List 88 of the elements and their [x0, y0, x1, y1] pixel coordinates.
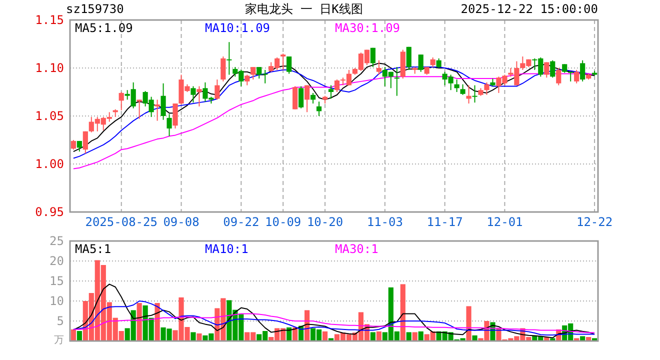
x-tick-label: 10-09 [265, 215, 302, 229]
x-tick-label: 11-17 [426, 215, 463, 229]
candlestick [280, 53, 286, 70]
candlestick [166, 114, 172, 137]
candlestick [226, 42, 232, 76]
candlestick [406, 46, 412, 70]
candlestick [154, 99, 160, 122]
x-tick-label: 12-01 [486, 215, 523, 229]
bar [136, 303, 142, 341]
y-tick-label: 20 [50, 254, 64, 268]
y-tick-label: 1.10 [35, 61, 64, 76]
candlestick [136, 99, 142, 120]
bar [400, 284, 406, 341]
bar [196, 333, 202, 341]
candlestick [220, 56, 226, 82]
x-tick-label: 09-22 [223, 215, 260, 229]
candlestick [172, 103, 178, 129]
candlestick [190, 86, 196, 104]
candlestick [244, 74, 250, 86]
y-tick-label: 10 [50, 294, 64, 308]
bar [406, 332, 412, 341]
bar [322, 331, 328, 341]
x-tick-label: 09-08 [163, 215, 200, 229]
candlestick [430, 56, 436, 68]
text: MA10:1 [205, 242, 248, 256]
y-axis-title: 万 [54, 335, 64, 346]
y-tick-label: 25 [50, 234, 64, 248]
candlestick [196, 86, 202, 107]
y-tick-label: 1.15 [35, 13, 64, 28]
text: MA5:1 [75, 242, 112, 256]
candlestick [550, 60, 556, 78]
candlestick [484, 82, 490, 96]
candlestick [436, 58, 442, 68]
candlestick [574, 69, 580, 84]
bar [412, 332, 418, 341]
y-tick-label: 5 [56, 314, 64, 328]
candlestick [472, 84, 478, 104]
candlestick [556, 68, 562, 86]
bar [580, 336, 586, 341]
candlestick [454, 79, 460, 92]
line-series [72, 300, 596, 336]
candlestick [298, 86, 304, 109]
candlestick [568, 71, 574, 82]
y-tick-label: 1.00 [35, 157, 64, 172]
y-tick-label: 1.05 [35, 109, 64, 124]
bar [472, 335, 478, 341]
candlestick [316, 101, 322, 116]
x-tick-label: 2025-08-25 [85, 215, 158, 229]
candlestick [580, 60, 586, 82]
x-tick-label: 11-03 [366, 215, 403, 229]
candlestick [466, 84, 472, 104]
bar [376, 331, 382, 341]
x-tick-label: 12-22 [576, 215, 613, 229]
candlestick [250, 66, 256, 80]
text: MA30:1.09 [335, 21, 400, 35]
text: MA5:1.09 [75, 21, 133, 35]
text: sz159730 [66, 2, 124, 16]
y-tick-label: 15 [50, 274, 64, 288]
candlestick [334, 79, 340, 92]
candlestick [304, 84, 310, 113]
candlestick [418, 54, 424, 72]
bar [70, 329, 76, 341]
line-series [72, 284, 596, 338]
text: 2025-12-22 15:00:00 [460, 2, 598, 16]
candlestick [460, 84, 466, 96]
candlestick [394, 66, 400, 96]
candlestick [82, 130, 88, 154]
text: MA30:1 [335, 242, 378, 256]
candlestick [544, 62, 550, 78]
bar [190, 332, 196, 341]
bar [418, 331, 424, 341]
line-series [72, 313, 596, 334]
candlestick [328, 84, 334, 100]
bar [370, 332, 376, 341]
candlestick [214, 79, 220, 100]
candlestick [70, 140, 76, 150]
candlestick [310, 92, 316, 104]
candlestick [118, 92, 124, 111]
text: MA10:1.09 [205, 21, 270, 35]
candlestick [376, 60, 382, 76]
candlestick [292, 86, 298, 110]
candlestick [370, 47, 376, 68]
candlestick [286, 56, 292, 74]
candlestick [160, 82, 166, 120]
y-tick-label: 0.95 [35, 205, 64, 220]
x-tick-label: 10-20 [306, 215, 344, 229]
bar [76, 331, 82, 341]
chart-title: 家电龙头 一 日K线图 [245, 2, 363, 16]
